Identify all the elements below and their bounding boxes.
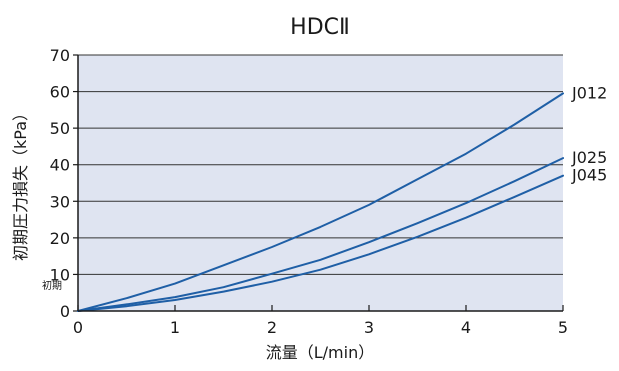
x-tick-label: 0 [73, 318, 83, 337]
stray-label: 初期 [42, 279, 62, 292]
series-label-j012: J012 [571, 83, 607, 102]
x-tick-label: 4 [461, 318, 471, 337]
y-tick-label: 30 [50, 192, 70, 211]
x-tick-label: 3 [364, 318, 374, 337]
y-tick-label: 60 [50, 83, 70, 102]
series-label-j045: J045 [571, 166, 607, 185]
y-tick-label: 40 [50, 156, 70, 175]
grid-lines [78, 54, 563, 275]
y-tick-label: 0 [60, 302, 70, 321]
x-tick-label: 5 [558, 318, 568, 337]
series-line-j025 [77, 157, 564, 312]
y-axis-label: 初期圧力損失（kPa） [11, 105, 30, 261]
series-lines [77, 92, 564, 312]
series-line-j045 [77, 174, 564, 312]
series-label-j025: J025 [571, 148, 607, 167]
x-tick-label: 2 [267, 318, 277, 337]
series-line-j012 [77, 92, 564, 312]
y-tick-label: 50 [50, 119, 70, 138]
y-tick-label: 20 [50, 229, 70, 248]
chart-title: HDCⅡ [290, 15, 350, 40]
axis-ticks: 0 10 20 30 40 50 60 70 0 1 2 3 4 5 [50, 46, 568, 337]
x-axis-label: 流量（L/min） [266, 343, 374, 362]
plot-area [78, 55, 563, 311]
y-tick-label: 70 [50, 46, 70, 65]
x-tick-label: 1 [170, 318, 180, 337]
y-tick-label: 10 [50, 265, 70, 284]
